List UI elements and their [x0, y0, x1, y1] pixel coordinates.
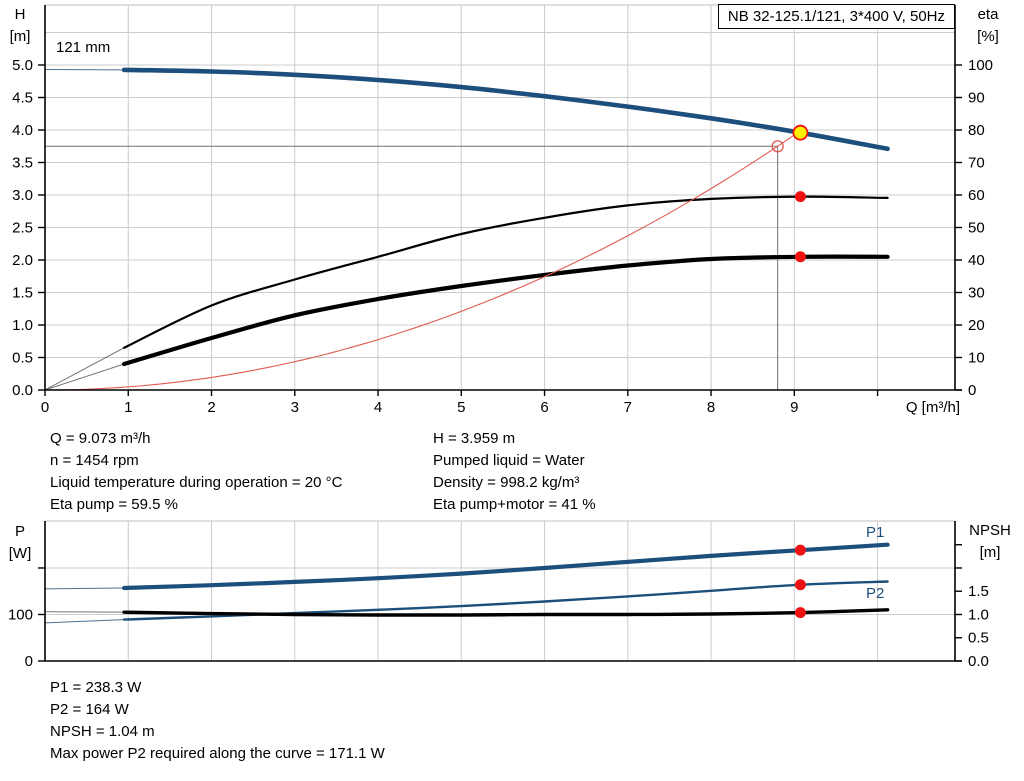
right-axis-tick-label: 1.5	[968, 583, 989, 600]
x-axis-tick-label: 6	[540, 399, 548, 416]
right-axis-tick-label: 1.0	[968, 606, 989, 623]
impeller-size-label: 121 mm	[56, 39, 111, 56]
h-axis-unit: [m]	[9, 28, 31, 45]
left-axis-tick-label: 2.5	[12, 220, 33, 237]
op-density: Density = 998.2 kg/m³	[433, 474, 580, 491]
eta-pump-tail	[44, 347, 125, 391]
requested-duty-marker	[771, 140, 784, 153]
right-axis-tick-label: 50	[968, 220, 985, 237]
left-axis-tick-label: 0.5	[12, 350, 33, 367]
eta-pump-motor-tail	[44, 363, 125, 391]
x-axis-tick-label: 1	[124, 399, 132, 416]
eta-pump	[123, 195, 889, 349]
left-axis-tick-label: 1.0	[12, 317, 33, 334]
left-axis-tick-label: 2.0	[12, 252, 33, 269]
x-axis-tick-label: 5	[457, 399, 465, 416]
p1-curve-tail	[44, 587, 125, 590]
operating-point-dot	[794, 544, 806, 556]
result-p1: P1 = 238.3 W	[50, 679, 142, 696]
h-axis-label: H	[14, 6, 26, 23]
p-axis-label: P	[14, 523, 25, 540]
operating-point-dot	[794, 607, 806, 619]
op-eta-pump-motor: Eta pump+motor = 41 %	[433, 496, 596, 513]
right-axis-tick-label: 100	[968, 57, 993, 74]
right-axis-tick-label: 0	[968, 382, 976, 399]
x-axis-tick-label: 0	[41, 399, 49, 416]
right-axis-tick-label: 60	[968, 187, 985, 204]
op-speed: n = 1454 rpm	[50, 452, 139, 469]
result-p2: P2 = 164 W	[50, 701, 129, 718]
p1-curve-label: P1	[866, 524, 885, 541]
right-axis-tick-label: 0.0	[968, 653, 989, 670]
duty-point-marker	[792, 124, 809, 141]
npsh-axis-label: NPSH	[969, 522, 1011, 539]
p-axis-unit: [W]	[8, 545, 32, 562]
operating-point-dot	[794, 579, 806, 591]
x-axis-tick-label: 4	[374, 399, 382, 416]
op-h-value: H = 3.959 m	[433, 430, 516, 447]
left-axis-tick-label: 0.0	[12, 382, 33, 399]
power-results-text: P1 = 238.3 W P2 = 164 W NPSH = 1.04 m Ma…	[50, 677, 385, 765]
right-axis-tick-label: 80	[968, 122, 985, 139]
npsh-axis-unit: [m]	[979, 544, 1001, 561]
op-eta-pump: Eta pump = 59.5 %	[50, 496, 178, 513]
left-axis-tick-label: 1.5	[12, 285, 33, 302]
result-npsh: NPSH = 1.04 m	[50, 723, 155, 740]
right-axis-tick-label: 70	[968, 155, 985, 172]
op-pumped-liquid: Pumped liquid = Water	[433, 452, 585, 469]
left-axis-tick-label: 3.0	[12, 187, 33, 204]
result-max-power: Max power P2 required along the curve = …	[50, 745, 385, 762]
x-axis-tick-label: 8	[707, 399, 715, 416]
operating-point-text-left: Q = 9.073 m³/h n = 1454 rpm Liquid tempe…	[50, 428, 342, 516]
right-axis-tick-label: 90	[968, 90, 985, 107]
eta-pump-motor	[122, 254, 890, 367]
left-axis-tick-label: 0	[25, 653, 33, 670]
operating-point-text-right: H = 3.959 m Pumped liquid = Water Densit…	[433, 428, 596, 516]
q-axis-label: Q [m³/h]	[905, 399, 960, 416]
system-curve	[44, 130, 801, 391]
x-axis-tick-label: 3	[291, 399, 299, 416]
left-axis-tick-label: 3.5	[12, 155, 33, 172]
operating-point-dot	[794, 191, 806, 203]
left-axis-tick-label: 4.5	[12, 90, 33, 107]
op-liquid-temp: Liquid temperature during operation = 20…	[50, 474, 343, 491]
eta-axis-label: eta	[977, 6, 999, 23]
x-axis-tick-label: 7	[624, 399, 632, 416]
right-axis-tick-label: 20	[968, 317, 985, 334]
right-axis-tick-label: 30	[968, 285, 985, 302]
left-axis-tick-label: 4.0	[12, 122, 33, 139]
p1-curve	[122, 542, 890, 591]
right-axis-tick-label: 0.5	[968, 630, 989, 647]
left-axis-tick-label: 5.0	[12, 57, 33, 74]
eta-axis-unit: [%]	[977, 28, 999, 45]
operating-point-dot	[794, 251, 806, 263]
left-axis-tick-label: 100	[8, 606, 33, 623]
right-axis-tick-label: 40	[968, 252, 985, 269]
p2-curve-label: P2	[866, 585, 885, 602]
pump-title-box: NB 32-125.1/121, 3*400 V, 50Hz	[717, 4, 955, 29]
x-axis-tick-label: 2	[207, 399, 215, 416]
head-curve-121mm	[121, 67, 890, 152]
npsh-curve	[122, 608, 890, 617]
op-q-value: Q = 9.073 m³/h	[50, 430, 151, 447]
p2-curve-tail	[44, 619, 125, 624]
right-axis-tick-label: 10	[968, 350, 985, 367]
x-axis-tick-label: 9	[790, 399, 798, 416]
